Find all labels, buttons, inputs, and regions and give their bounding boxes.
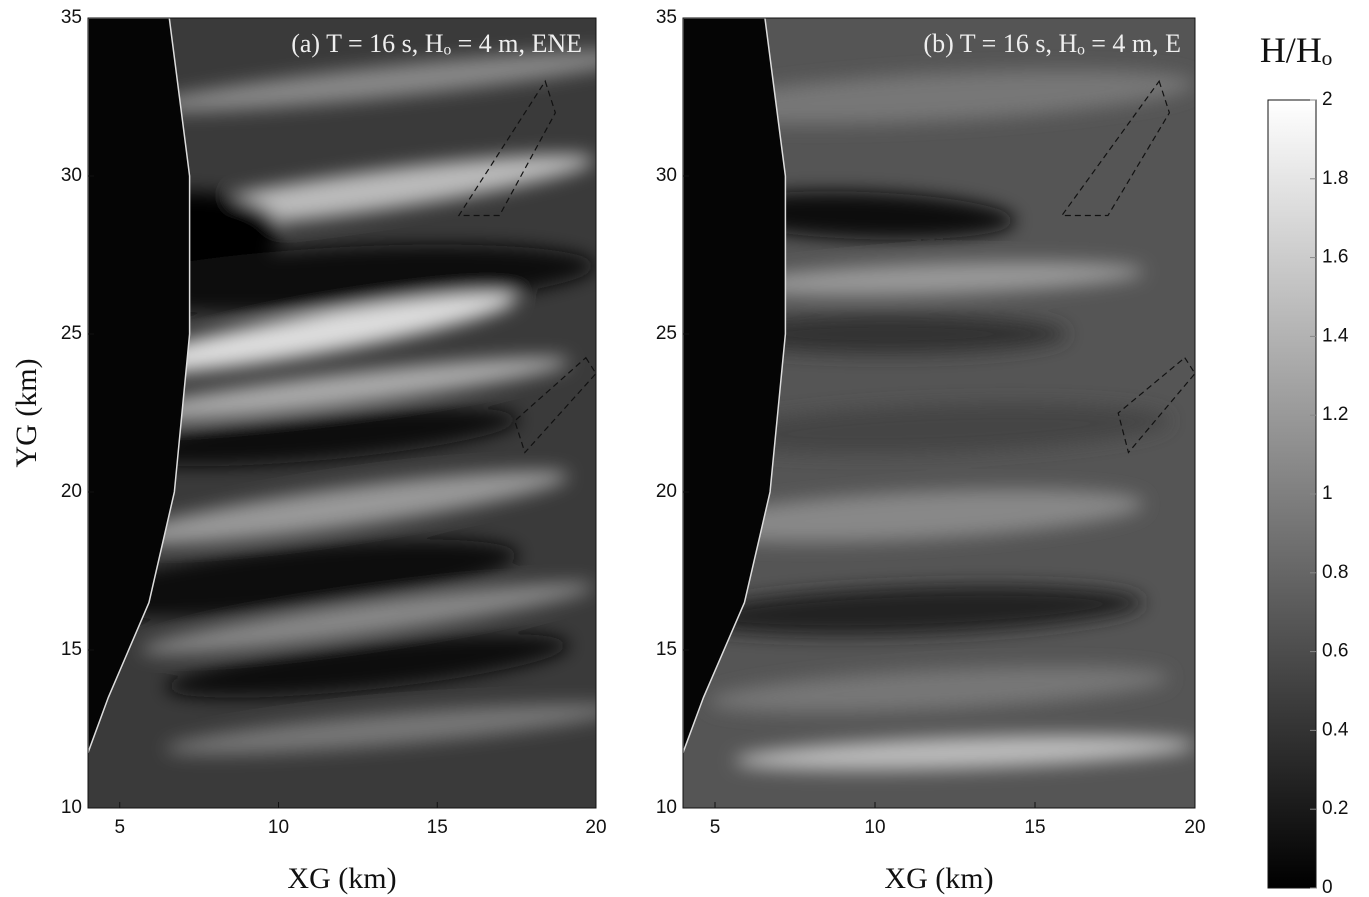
y-tick-label: 35 xyxy=(656,7,677,28)
y-tick-label: 15 xyxy=(656,639,677,660)
zone-outline xyxy=(1060,79,1171,217)
streak xyxy=(683,69,1195,125)
x-tick-label: 20 xyxy=(585,817,606,838)
colorbar-label: H/Hₒ xyxy=(1260,30,1332,70)
streak xyxy=(683,585,1144,636)
colorbar-tick-label: 1 xyxy=(1322,483,1333,504)
zone-outline xyxy=(457,79,557,217)
land xyxy=(88,18,191,753)
x-tick-label: 10 xyxy=(864,817,885,838)
y-tick-label: 30 xyxy=(656,165,677,186)
colorbar-tick-label: 0.8 xyxy=(1322,562,1348,583)
y-tick-label: 25 xyxy=(61,323,82,344)
streak xyxy=(116,293,517,375)
streak xyxy=(165,634,570,698)
colorbar-tick-label: 0.2 xyxy=(1322,798,1348,819)
y-tick-label: 30 xyxy=(61,165,82,186)
frame xyxy=(87,17,597,809)
x-tick-label: 15 xyxy=(1024,817,1045,838)
frame xyxy=(682,17,1196,809)
y-tick-label: 15 xyxy=(61,639,82,660)
x-axis-label: XG (km) xyxy=(287,862,396,895)
field xyxy=(88,18,596,808)
streak xyxy=(115,357,569,422)
colorbar-tick-label: 1.2 xyxy=(1322,404,1348,425)
y-axis-label: YG (km) xyxy=(10,358,43,467)
colorbar-tick-label: 1.6 xyxy=(1322,247,1348,268)
y-tick-label: 35 xyxy=(61,7,82,28)
land xyxy=(683,18,787,753)
panel-title: (b) T = 16 s, Hₒ = 4 m, E xyxy=(923,29,1181,58)
streak xyxy=(114,407,520,467)
panel-title: (a) T = 16 s, Hₒ = 4 m, ENE xyxy=(291,29,582,58)
y-tick-label: 20 xyxy=(656,481,677,502)
streak xyxy=(140,50,596,113)
y-tick-label: 10 xyxy=(61,797,82,818)
streak xyxy=(115,470,569,546)
map-panel: 5 10 15 20 10 15 20 25 30 35 (a) T = 16 s, Hₒ = 4 … xyxy=(10,7,607,895)
x-axis-label: XG (km) xyxy=(884,862,993,895)
map-panel: 5 10 15 20 10 15 20 25 30 35 (b) T = 16 s, Hₒ = 4 … xyxy=(656,7,1206,895)
streak xyxy=(165,703,596,755)
y-tick-label: 10 xyxy=(656,797,677,818)
zone-outline xyxy=(1117,356,1196,454)
streak xyxy=(708,666,1170,713)
x-tick-label: 10 xyxy=(268,817,289,838)
colorbar-tick-label: 1.4 xyxy=(1322,325,1349,346)
x-tick-label: 5 xyxy=(710,817,721,838)
streak xyxy=(683,489,1144,543)
streak xyxy=(734,734,1195,771)
colorbar-tick-label: 0 xyxy=(1322,877,1333,897)
colorbar-gradient xyxy=(1267,99,1317,889)
zone-outline xyxy=(514,356,597,454)
colorbar-tick-label: 1.8 xyxy=(1322,168,1348,189)
colorbar-tick-label: 0.4 xyxy=(1322,719,1349,740)
streak xyxy=(734,261,1144,297)
streak xyxy=(708,314,1067,354)
streaks xyxy=(683,69,1195,771)
colorbar-tick-label: 0.6 xyxy=(1322,641,1348,662)
colorbar: 0 0.2 0.4 0.6 0.8 1 1.2 1.4 1.6 1.8 2 H/Hₒ xyxy=(1260,30,1349,897)
y-tick-label: 20 xyxy=(61,481,82,502)
x-tick-label: 20 xyxy=(1184,817,1205,838)
colorbar-tick-label: 2 xyxy=(1322,89,1333,110)
x-tick-label: 15 xyxy=(427,817,448,838)
x-tick-label: 5 xyxy=(114,817,125,838)
streak xyxy=(141,582,594,654)
streak xyxy=(88,539,519,619)
y-tick-label: 25 xyxy=(656,323,677,344)
streak xyxy=(708,403,1170,454)
